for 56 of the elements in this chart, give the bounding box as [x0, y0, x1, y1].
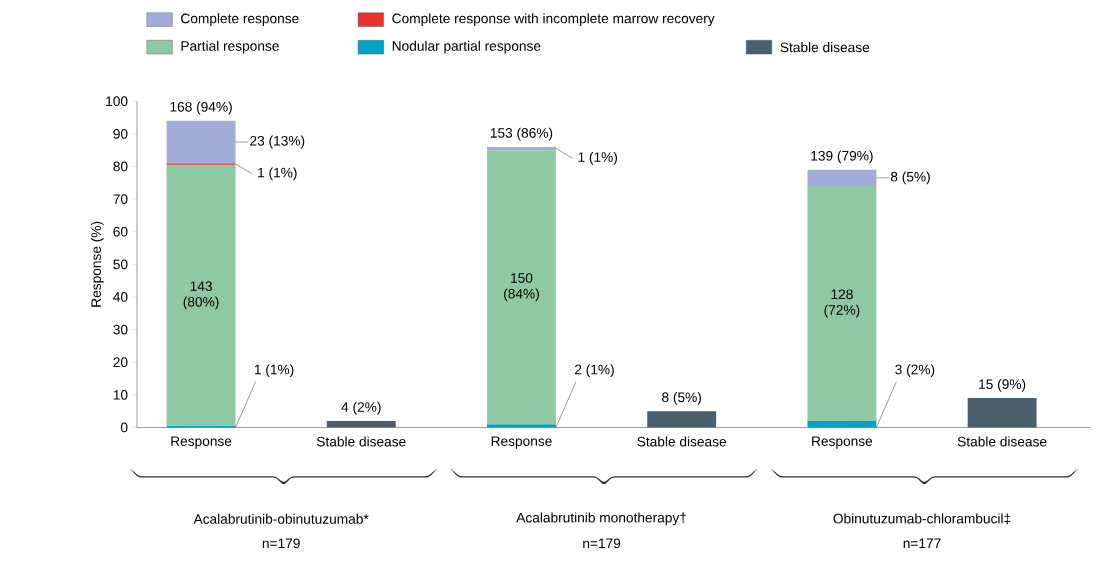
data-label: 15 (9%)	[979, 378, 1026, 392]
y-tick-label: 30	[113, 324, 128, 335]
bar	[807, 169, 877, 187]
y-tick-label: 80	[113, 161, 128, 172]
bar	[487, 146, 556, 151]
y-tick-label: 70	[113, 194, 128, 204]
x-tick-label: Stable disease	[316, 436, 406, 447]
y-tick-label: 60	[113, 226, 128, 237]
y-tick-label: 90	[113, 128, 128, 139]
bar	[807, 186, 877, 421]
text: Obinutuzumab-chlorambucil‡	[833, 513, 1011, 525]
total-label: 153 (86%)	[490, 127, 553, 141]
data-label: 8 (5%)	[662, 391, 702, 405]
x-tick-label: Stable disease	[957, 436, 1047, 447]
legend-label: Partial response	[181, 40, 279, 54]
legend-label: Stable disease	[780, 42, 870, 53]
text: Acalabrutinib monotherapy†	[516, 512, 686, 526]
data-label: 128 (72%)	[824, 289, 860, 318]
bar	[487, 424, 556, 428]
y-tick-label: 10	[113, 389, 128, 400]
y-tick-label: 50	[113, 259, 128, 270]
legend-label: Nodular partial response	[392, 40, 541, 54]
bar	[166, 164, 236, 426]
x-tick-label: Response	[171, 436, 232, 449]
data-label: 23 (13%)	[250, 135, 305, 149]
data-label: 8 (5%)	[890, 171, 930, 185]
data-label: 2 (1%)	[575, 364, 614, 378]
data-label: 3 (2%)	[895, 364, 935, 378]
y-axis-title: Response (%)	[90, 221, 104, 307]
legend-label: Complete response	[181, 13, 299, 27]
data-label: 1 (1%)	[578, 151, 618, 165]
text: n=179	[583, 538, 621, 549]
x-tick-label: Response	[812, 436, 873, 449]
legend-label: Complete response with incomplete marrow recovery	[392, 13, 715, 27]
total-label: 139 (79%)	[811, 150, 873, 164]
bar	[647, 411, 717, 428]
x-tick-label: Stable disease	[637, 436, 727, 447]
text: Acalabrutinib-obinutuzumab*	[193, 513, 369, 524]
text: n=179	[262, 538, 300, 549]
total-label: 168 (94%)	[170, 101, 232, 115]
x-tick-label: Response	[491, 436, 552, 449]
bar	[967, 398, 1037, 428]
bar	[807, 420, 877, 428]
data-label: 150 (84%)	[504, 273, 539, 302]
data-label: 1 (1%)	[254, 364, 294, 378]
bar	[487, 150, 556, 425]
text: n=177	[903, 538, 941, 549]
data-label: 143 (80%)	[183, 281, 219, 310]
y-tick-label: 100	[106, 96, 128, 107]
bar	[326, 420, 396, 428]
data-label: 1 (1%)	[258, 167, 297, 181]
bar	[166, 120, 236, 164]
y-tick-label: 20	[113, 357, 128, 368]
y-tick-label: 0	[120, 422, 128, 433]
y-tick-label: 40	[113, 292, 128, 302]
data-label: 4 (2%)	[341, 401, 381, 415]
